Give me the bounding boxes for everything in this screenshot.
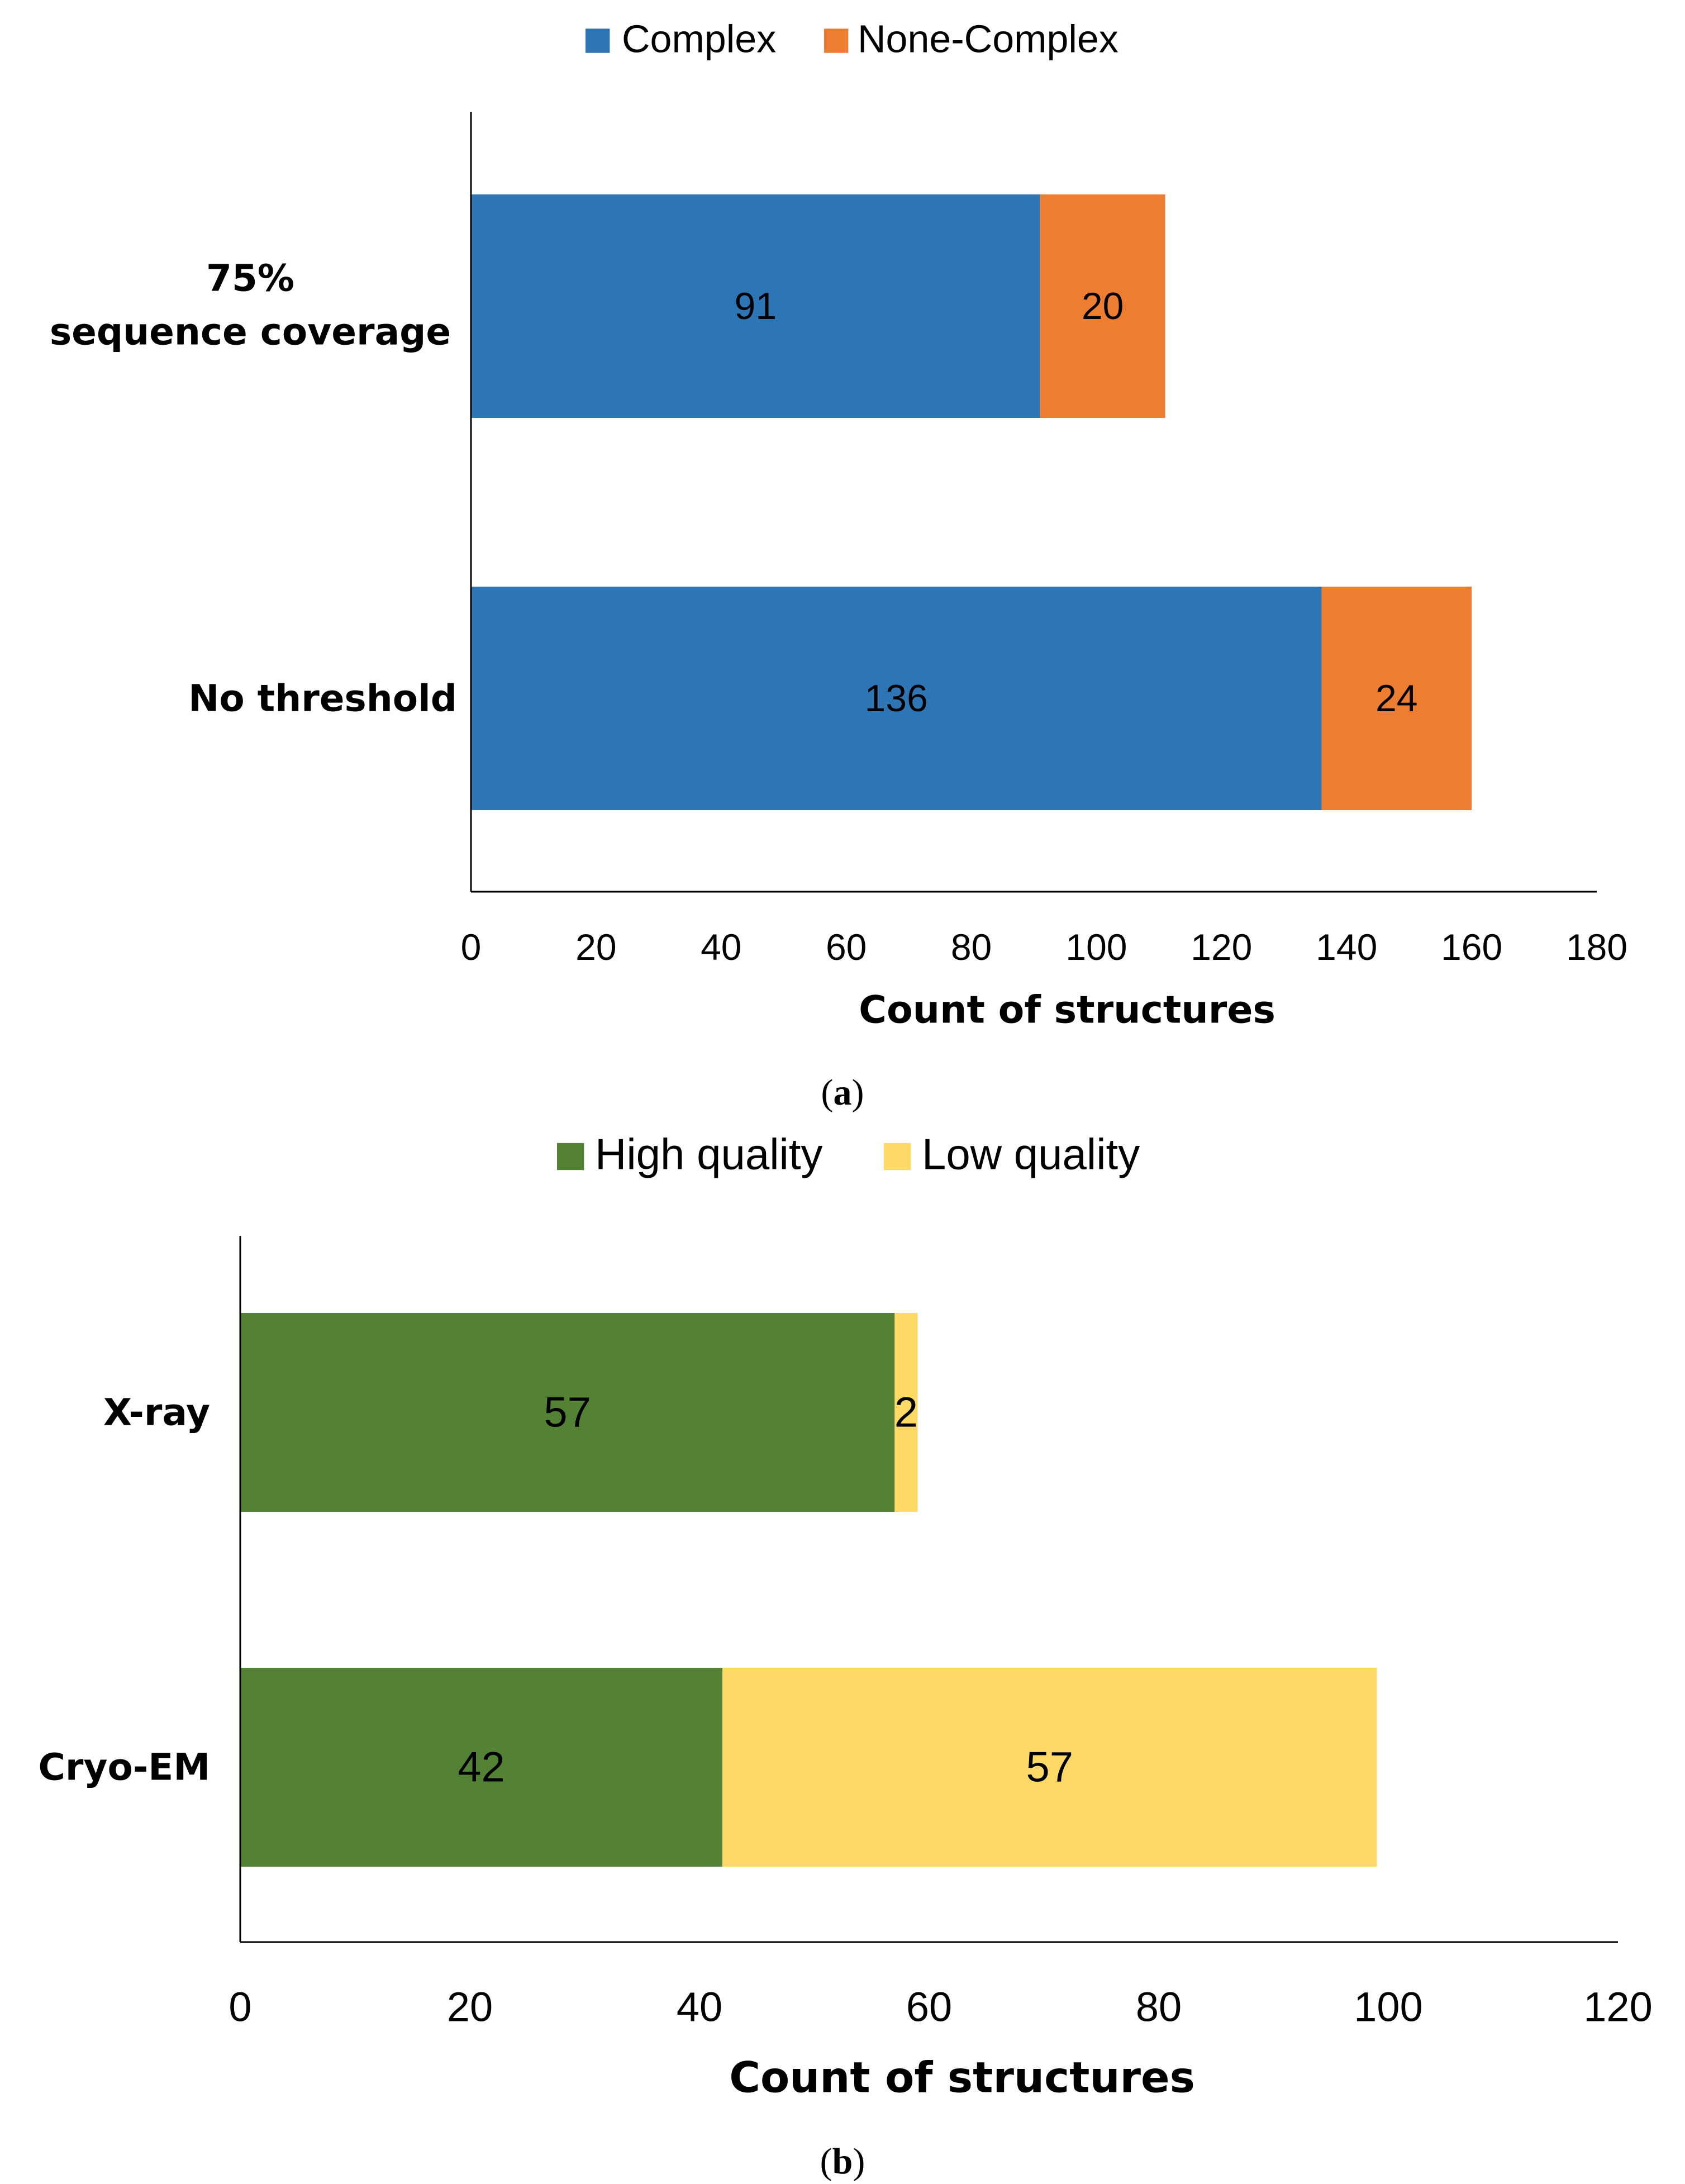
bar-high-quality-0 bbox=[240, 1313, 895, 1512]
data-label-high-quality-0: 57 bbox=[544, 1389, 591, 1436]
bar-low-quality-1 bbox=[722, 1668, 1377, 1867]
legend-swatch-complex bbox=[586, 28, 610, 53]
data-label-high-quality-1: 42 bbox=[458, 1744, 505, 1791]
x-tick-label: 80 bbox=[951, 926, 992, 968]
x-tick-label: 120 bbox=[1583, 1984, 1652, 2030]
data-label-low-quality-1: 57 bbox=[1026, 1744, 1074, 1791]
x-tick-label: 60 bbox=[826, 926, 867, 968]
legend-label-low-quality: Low quality bbox=[922, 1130, 1140, 1179]
data-label-low-quality-0: 2 bbox=[894, 1389, 918, 1436]
x-tick-label: 0 bbox=[229, 1984, 251, 2030]
x-tick-label: 80 bbox=[1136, 1984, 1182, 2030]
x-tick-label: 40 bbox=[677, 1984, 722, 2030]
chart-b: High quality Low quality 57 2 X-ray 42 57 Cryo-… bbox=[38, 1130, 1652, 2182]
x-tick-label: 160 bbox=[1441, 926, 1502, 968]
bar-complex-1 bbox=[471, 587, 1322, 810]
data-label-none-complex-0: 20 bbox=[1082, 285, 1124, 327]
data-label-complex-0: 91 bbox=[735, 285, 777, 327]
category-label-0-line-1: sequence coverage bbox=[50, 311, 451, 354]
x-tick-label: 180 bbox=[1566, 926, 1627, 968]
x-tick-label: 0 bbox=[461, 926, 482, 968]
category-label-0: X-ray bbox=[103, 1391, 210, 1434]
panel-caption: (a) bbox=[821, 1072, 864, 1113]
legend-label-none-complex: None-Complex bbox=[858, 17, 1118, 60]
category-label-1: No threshold bbox=[188, 677, 457, 720]
bar-high-quality-1 bbox=[240, 1668, 723, 1867]
bar-none-complex-0 bbox=[1040, 194, 1165, 418]
x-tick-label: 120 bbox=[1191, 926, 1252, 968]
x-tick-label: 100 bbox=[1354, 1984, 1422, 2030]
legend-label-complex: Complex bbox=[622, 17, 776, 60]
x-axis-title: Count of structures bbox=[859, 988, 1275, 1032]
category-label-1: Cryo-EM bbox=[38, 1746, 210, 1789]
x-axis-title: Count of structures bbox=[729, 2053, 1195, 2102]
chart-a: Complex None-Complex 91 20 75% sequence cover… bbox=[50, 17, 1627, 1112]
bar-low-quality-0 bbox=[894, 1313, 918, 1512]
x-tick-label: 140 bbox=[1316, 926, 1377, 968]
bar-complex-0 bbox=[471, 194, 1040, 418]
panel-caption-letter: a bbox=[834, 1072, 852, 1113]
data-label-none-complex-1: 24 bbox=[1375, 677, 1418, 720]
panel-caption: (b) bbox=[820, 2141, 865, 2182]
category-label-0-line-0: 75% bbox=[206, 257, 294, 300]
x-tick-label: 20 bbox=[575, 926, 616, 968]
x-tick-label: 60 bbox=[906, 1984, 952, 2030]
legend-swatch-high-quality bbox=[557, 1143, 584, 1170]
legend-label-high-quality: High quality bbox=[595, 1130, 823, 1179]
x-tick-label: 20 bbox=[447, 1984, 493, 2030]
legend-swatch-none-complex bbox=[824, 28, 849, 53]
panel-caption-letter: b bbox=[832, 2141, 853, 2182]
x-tick-label: 100 bbox=[1065, 926, 1127, 968]
data-label-complex-1: 136 bbox=[864, 677, 927, 720]
x-tick-label: 40 bbox=[701, 926, 741, 968]
legend-swatch-low-quality bbox=[884, 1143, 911, 1170]
bar-none-complex-1 bbox=[1321, 587, 1472, 810]
